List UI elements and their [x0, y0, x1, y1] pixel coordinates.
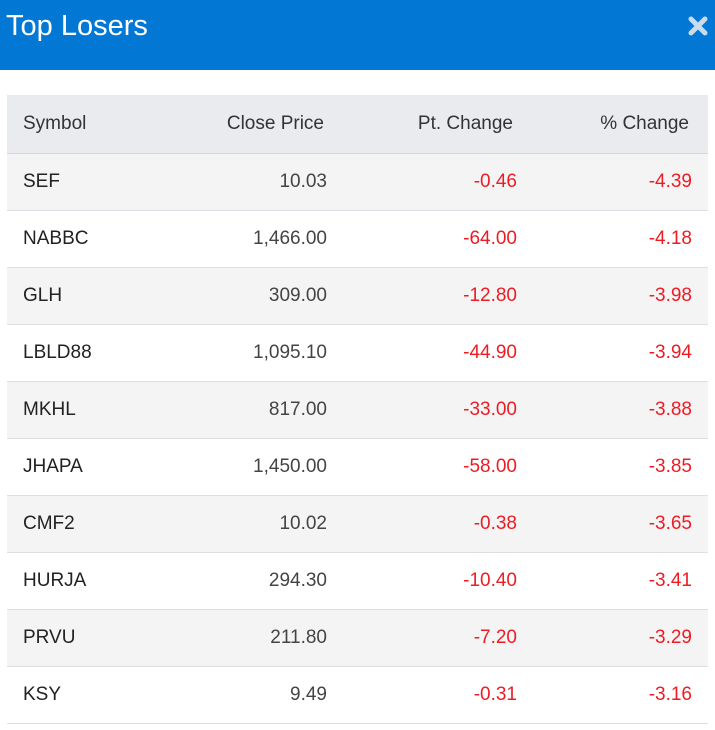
symbol-cell[interactable]: NABBC — [23, 227, 89, 249]
pt-change-cell: -0.46 — [473, 170, 517, 192]
top-losers-table: Symbol Close Price Pt. Change % Change S… — [7, 95, 708, 724]
symbol-cell[interactable]: SEF — [23, 170, 60, 192]
symbol-cell[interactable]: LBLD88 — [23, 341, 92, 363]
pt-change-cell: -7.20 — [473, 626, 517, 648]
symbol-cell[interactable]: GLH — [23, 284, 63, 306]
close-price-cell: 817.00 — [268, 398, 327, 420]
pct-change-cell: -3.98 — [648, 284, 692, 306]
column-header-close-price[interactable]: Close Price — [147, 95, 327, 154]
close-price-cell: 309.00 — [268, 284, 327, 306]
table-row: CMF2 10.02 -0.38 -3.65 — [7, 495, 708, 552]
table-row: NABBC 1,466.00 -64.00 -4.18 — [7, 210, 708, 267]
close-button[interactable] — [687, 15, 709, 37]
column-header-pt-change[interactable]: Pt. Change — [327, 95, 517, 154]
pct-change-cell: -3.29 — [648, 626, 692, 648]
pt-change-cell: -0.38 — [473, 512, 517, 534]
table-row: SEF 10.03 -0.46 -4.39 — [7, 153, 708, 210]
close-price-cell: 10.02 — [279, 512, 327, 534]
close-price-cell: 1,095.10 — [253, 341, 327, 363]
pct-change-cell: -3.94 — [648, 341, 692, 363]
modal-header: Top Losers — [0, 0, 715, 70]
close-price-cell: 9.49 — [290, 683, 327, 705]
pt-change-cell: -64.00 — [463, 227, 517, 249]
close-price-cell: 294.30 — [268, 569, 327, 591]
pct-change-cell: -3.85 — [648, 455, 692, 477]
symbol-cell[interactable]: HURJA — [23, 569, 87, 591]
pct-change-cell: -3.16 — [648, 683, 692, 705]
pct-change-cell: -4.39 — [648, 170, 692, 192]
top-losers-table-container: Symbol Close Price Pt. Change % Change S… — [7, 95, 708, 724]
pct-change-cell: -3.88 — [648, 398, 692, 420]
close-price-cell: 211.80 — [270, 626, 327, 648]
symbol-cell[interactable]: JHAPA — [23, 455, 83, 477]
close-icon — [688, 16, 708, 36]
table-header: Symbol Close Price Pt. Change % Change — [7, 95, 708, 154]
table-row: GLH 309.00 -12.80 -3.98 — [7, 267, 708, 324]
pct-change-cell: -3.65 — [648, 512, 692, 534]
close-price-cell: 1,466.00 — [253, 227, 327, 249]
table-row: HURJA 294.30 -10.40 -3.41 — [7, 552, 708, 609]
modal-title: Top Losers — [6, 10, 148, 42]
symbol-cell[interactable]: CMF2 — [23, 512, 75, 534]
pt-change-cell: -12.80 — [463, 284, 517, 306]
pct-change-cell: -4.18 — [648, 227, 692, 249]
pt-change-cell: -10.40 — [463, 569, 517, 591]
table-header-row: Symbol Close Price Pt. Change % Change — [7, 95, 708, 154]
pct-change-cell: -3.41 — [648, 569, 692, 591]
symbol-cell[interactable]: PRVU — [23, 626, 76, 648]
pt-change-cell: -44.90 — [463, 341, 517, 363]
table-body: SEF 10.03 -0.46 -4.39 NABBC 1,466.00 -64… — [7, 153, 708, 723]
pt-change-cell: -58.00 — [463, 455, 517, 477]
table-row: LBLD88 1,095.10 -44.90 -3.94 — [7, 324, 708, 381]
table-row: MKHL 817.00 -33.00 -3.88 — [7, 381, 708, 438]
table-row: PRVU 211.80 -7.20 -3.29 — [7, 609, 708, 666]
pt-change-cell: -33.00 — [463, 398, 517, 420]
column-header-symbol[interactable]: Symbol — [7, 95, 147, 154]
pt-change-cell: -0.31 — [473, 683, 517, 705]
column-header-pct-change[interactable]: % Change — [517, 95, 708, 154]
symbol-cell[interactable]: KSY — [23, 683, 62, 705]
table-row: KSY 9.49 -0.31 -3.16 — [7, 666, 708, 723]
close-price-cell: 1,450.00 — [253, 455, 327, 477]
close-price-cell: 10.03 — [279, 170, 327, 192]
symbol-cell[interactable]: MKHL — [23, 398, 76, 420]
table-row: JHAPA 1,450.00 -58.00 -3.85 — [7, 438, 708, 495]
